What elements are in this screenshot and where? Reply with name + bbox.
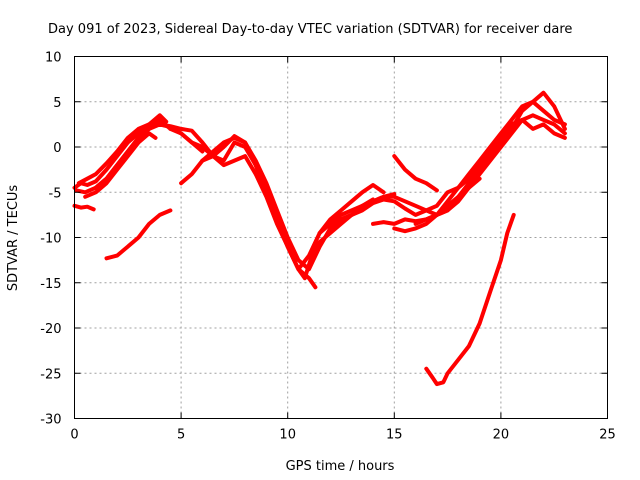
x-tick-label: 5 [177, 428, 185, 443]
y-tick-label: -10 [40, 232, 61, 247]
series-group [72, 90, 567, 387]
series-line-arc-14 [371, 113, 567, 226]
y-tick-label: -30 [40, 413, 61, 428]
y-tick-label: 0 [53, 141, 61, 156]
x-tick-label: 15 [386, 428, 403, 443]
chart-title: Day 091 of 2023, Sidereal Day-to-day VTE… [48, 22, 572, 37]
axis-ticks: 0 5 10 15 20 25 -30 -25 -20 -15 -10 -5 0 5 10 [40, 51, 616, 443]
y-tick-label: -5 [49, 186, 62, 201]
series-line-arc-13 [339, 117, 567, 222]
x-axis-label: GPS time / hours [286, 459, 395, 474]
series-line-arc-18 [424, 212, 516, 387]
x-tick-label: 25 [599, 428, 616, 443]
y-axis-label: SDTVAR / TECUs [6, 185, 21, 292]
series-line-arc-6 [72, 203, 96, 212]
y-tick-label: -15 [40, 277, 61, 292]
series-line-arc-16 [413, 90, 567, 226]
x-tick-label: 0 [70, 428, 78, 443]
y-tick-label: -20 [40, 322, 61, 337]
y-tick-label: 5 [53, 96, 61, 111]
x-tick-label: 20 [493, 428, 510, 443]
grid [74, 56, 608, 419]
series-line-arc-17 [392, 154, 439, 193]
x-tick-label: 10 [279, 428, 296, 443]
y-tick-label: 10 [45, 51, 62, 66]
y-tick-label: -25 [40, 367, 61, 382]
series-line-arc-7 [104, 208, 173, 261]
series-line-arc-3 [76, 117, 173, 186]
series-line-arc-4 [83, 131, 158, 199]
series-line-arc-11 [200, 134, 386, 272]
series-line-arc-15 [392, 99, 567, 234]
